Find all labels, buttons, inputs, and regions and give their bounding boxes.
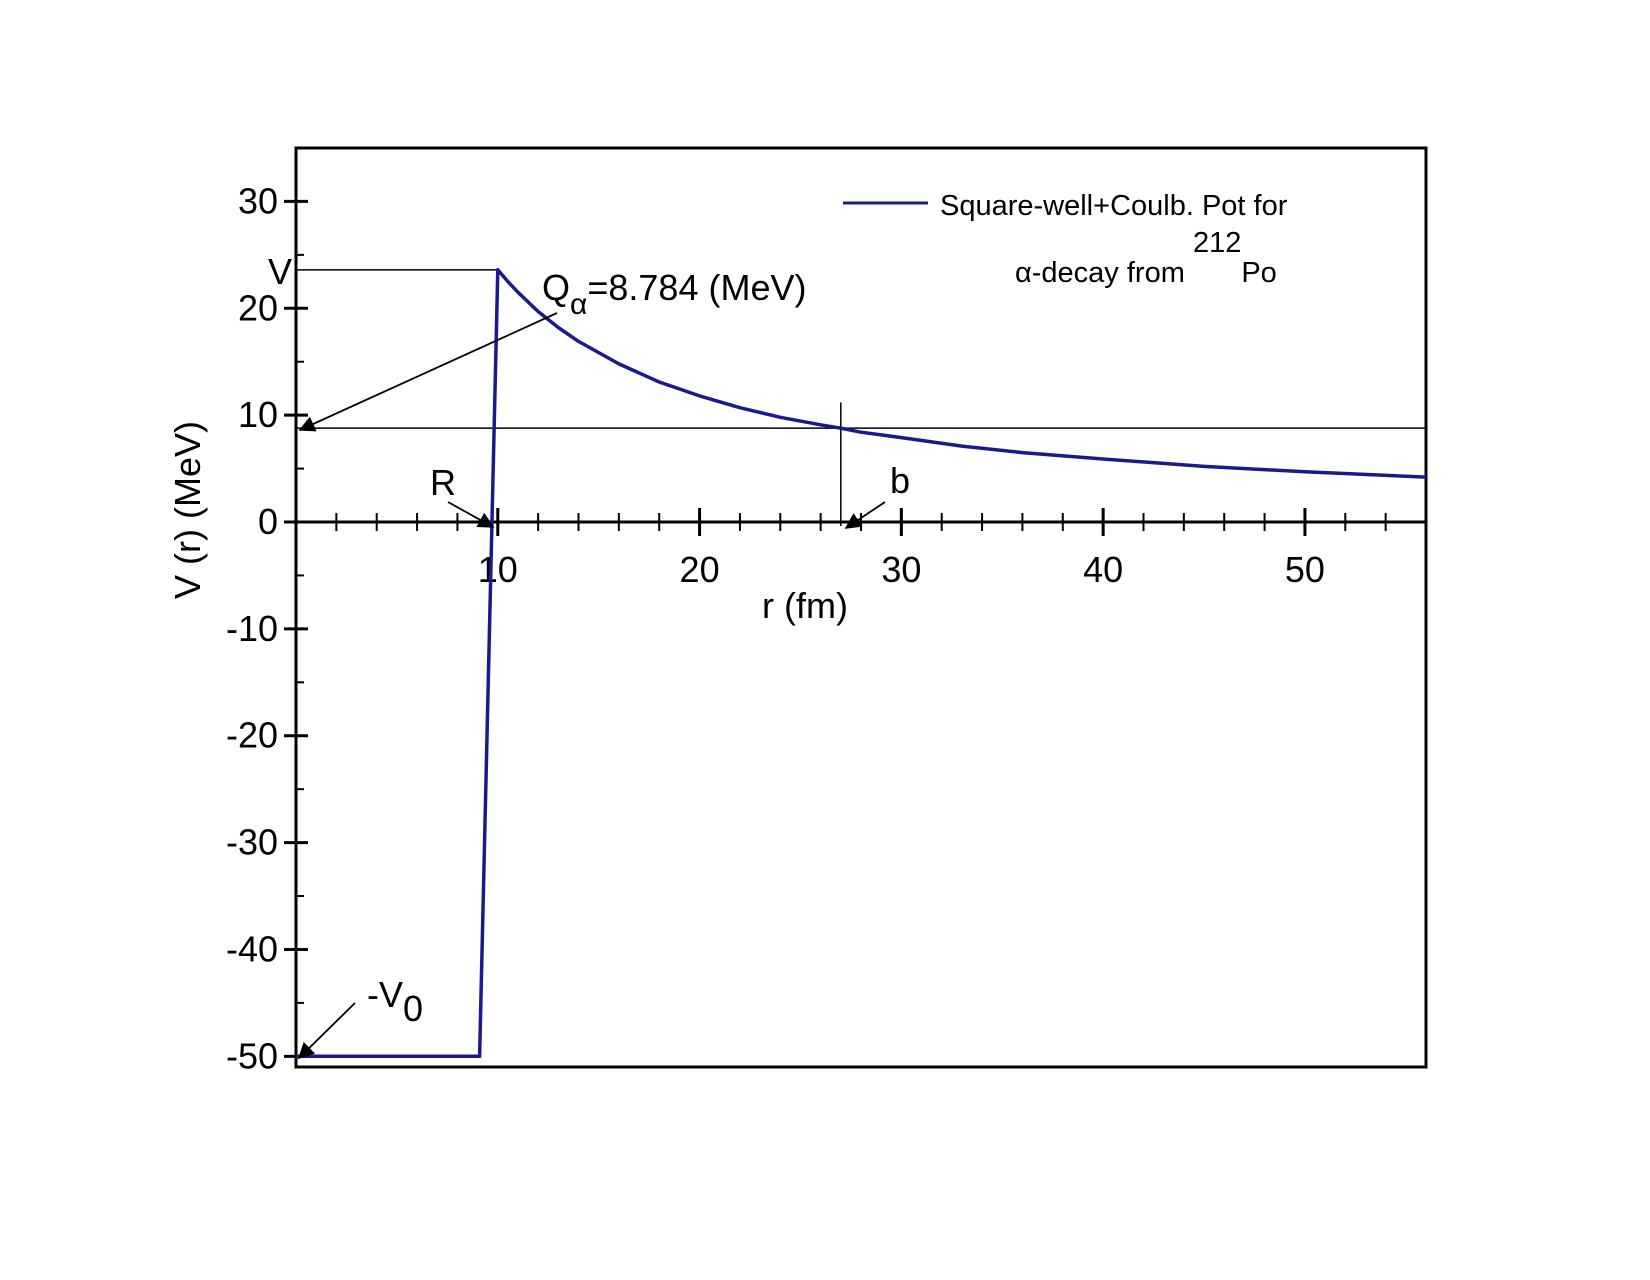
legend-line2-sup: 212 xyxy=(1193,227,1241,259)
annotation-v0: -V0 xyxy=(367,974,423,1029)
y-tick-label: -40 xyxy=(226,928,278,969)
legend: Square-well+Coulb. Pot for α-decay from … xyxy=(843,190,1288,289)
arrow-v0 xyxy=(297,1002,356,1060)
annotation-v: V xyxy=(268,251,292,292)
axes-layer: 10 20 30 40 50 -50 -40 -30 -20 -10 0 10 20 30 xyxy=(226,147,1426,1076)
x-tick-label: 50 xyxy=(1285,549,1325,590)
annotation-v0-letter: -V xyxy=(367,974,403,1015)
annotation-q-sub: α xyxy=(570,288,587,321)
legend-line2-prefix: α-decay from xyxy=(1015,257,1193,289)
annotation-v0-sub: 0 xyxy=(403,988,423,1029)
y-tick-label: -10 xyxy=(226,608,278,649)
legend-text-line1: Square-well+Coulb. Pot for xyxy=(940,190,1288,222)
plot-frame xyxy=(294,146,1428,1069)
arrow-r xyxy=(447,501,495,528)
x-tick-label: 40 xyxy=(1083,549,1123,590)
x-tick-label: 30 xyxy=(881,549,921,590)
y-tick-label: 0 xyxy=(258,501,278,542)
y-tick-label: -50 xyxy=(226,1035,278,1076)
y-tick-label: 10 xyxy=(238,394,278,435)
annotation-b: b xyxy=(890,460,910,501)
annotation-q-alpha: Qα=8.784 (MeV) xyxy=(542,267,806,321)
legend-text-line2: α-decay from 212Po xyxy=(1015,227,1277,289)
series-line xyxy=(296,268,1427,1059)
y-tick-label: 20 xyxy=(238,287,278,328)
y-tick-label: 30 xyxy=(238,180,278,221)
arrow-b xyxy=(844,501,886,529)
annotation-r: R xyxy=(430,462,456,503)
y-axis-title: V (r) (MeV) xyxy=(167,421,208,599)
y-tick-label: -20 xyxy=(226,715,278,756)
y-tick-label: -30 xyxy=(226,822,278,863)
x-axis-title: r (fm) xyxy=(762,585,848,626)
x-tick-label: 20 xyxy=(680,549,720,590)
series-layer xyxy=(296,268,1427,1059)
annotation-q-value: =8.784 (MeV) xyxy=(587,267,806,308)
x-tick-label: 10 xyxy=(478,549,518,590)
reference-lines xyxy=(296,269,1426,527)
arrow-q-alpha xyxy=(298,312,558,432)
annotation-q-letter: Q xyxy=(542,267,570,308)
legend-line2-suffix: Po xyxy=(1241,257,1276,289)
